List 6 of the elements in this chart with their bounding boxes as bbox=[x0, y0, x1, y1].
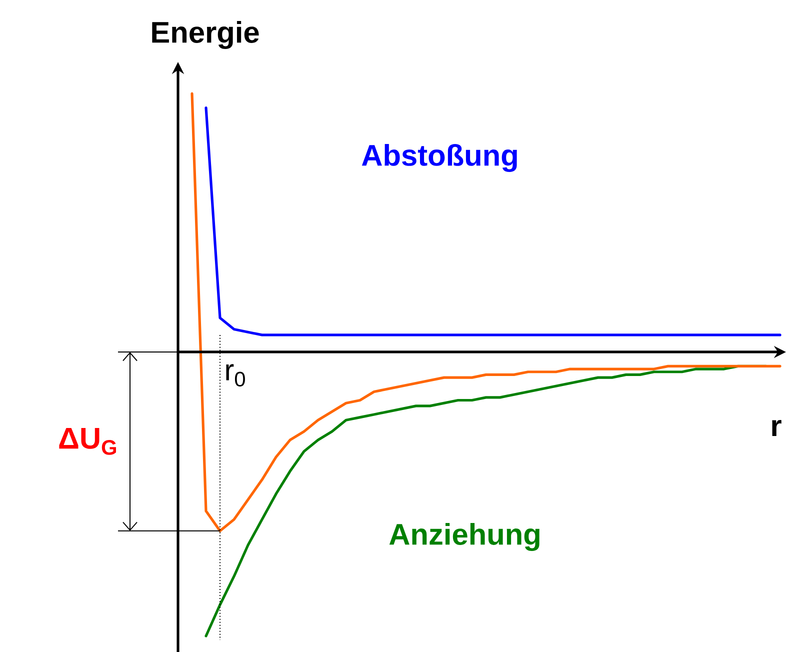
y-axis-title: Energie bbox=[152, 20, 259, 49]
annotation: r$_{0}$ bbox=[226, 364, 245, 387]
text: Abstoßung bbox=[362, 144, 517, 172]
x-axis-title: r bbox=[772, 420, 782, 436]
text: Anziehung bbox=[389, 522, 540, 551]
text: ΔU$_{G}$ bbox=[59, 428, 116, 455]
